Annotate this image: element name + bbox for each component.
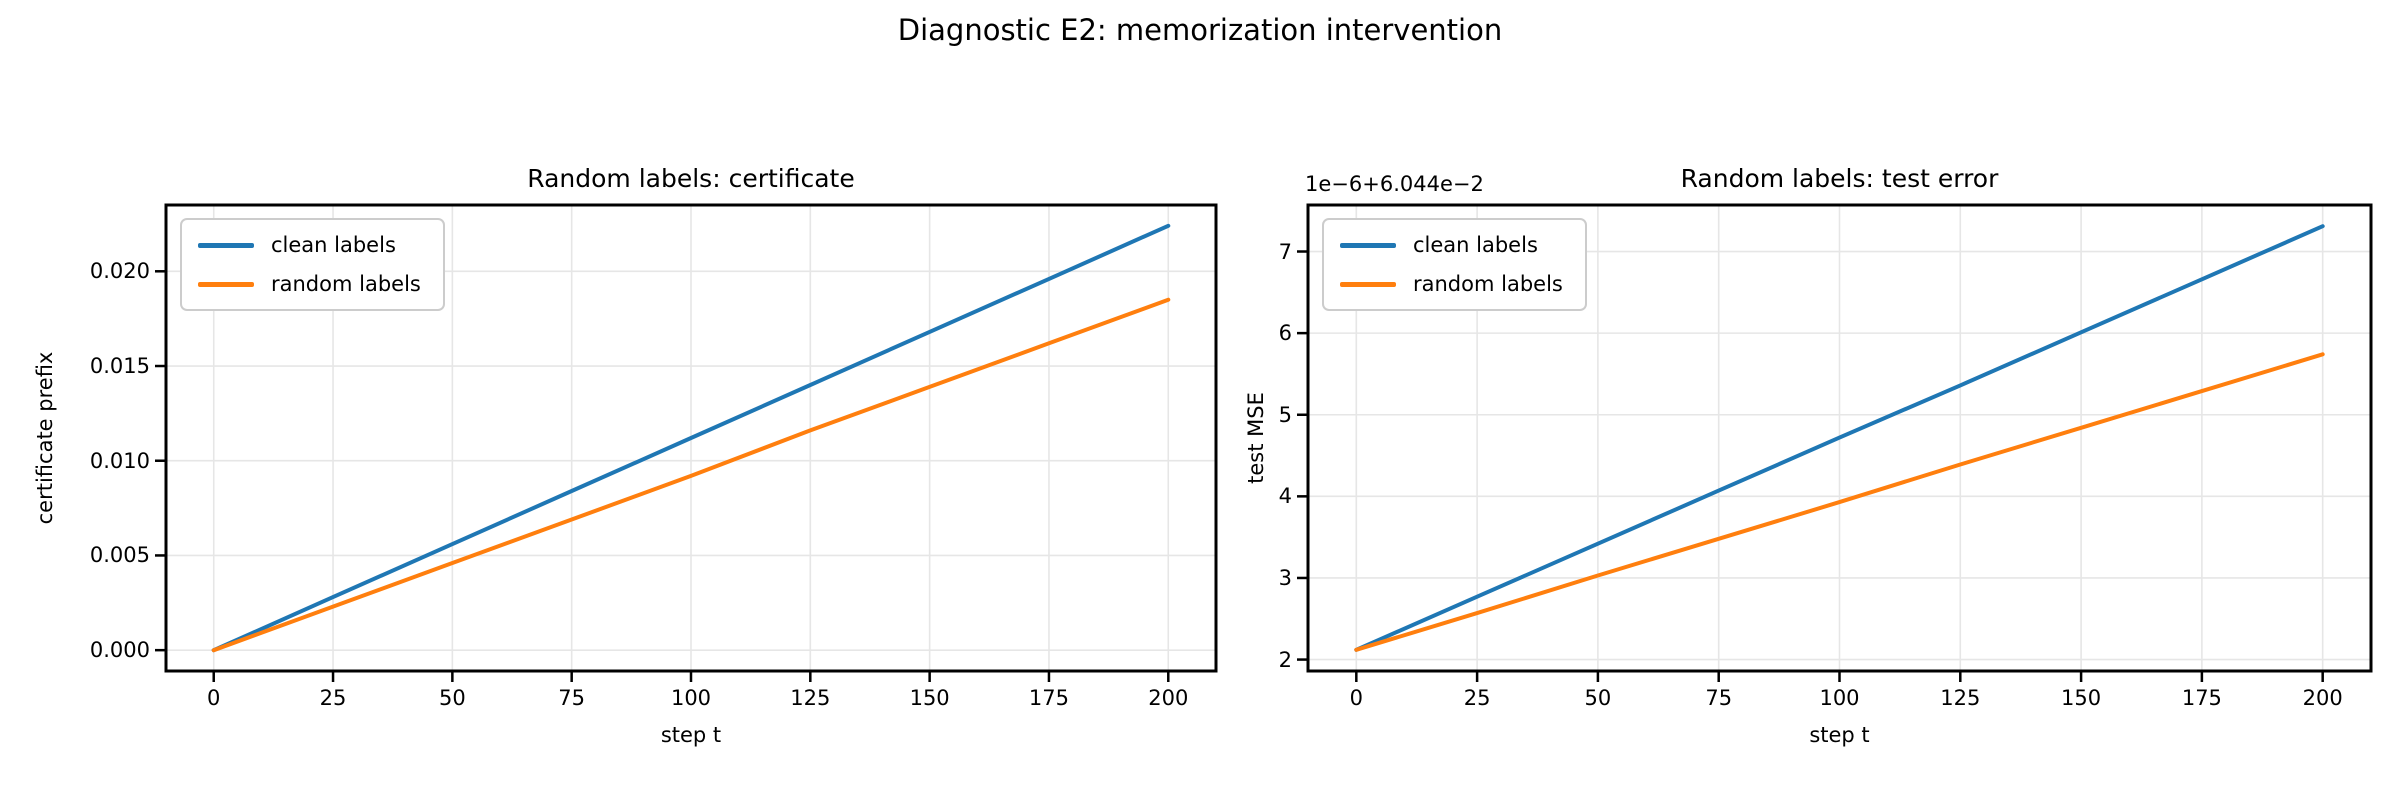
legend-label: clean labels xyxy=(271,233,396,257)
legend-label: clean labels xyxy=(1413,233,1538,257)
y-tick-label: 4 xyxy=(1278,484,1292,509)
legend-label: random labels xyxy=(271,272,421,296)
x-tick-label: 125 xyxy=(1940,686,1981,710)
axes-spine xyxy=(164,203,1218,673)
x-tick-label: 125 xyxy=(790,686,831,710)
legend-item: clean labels xyxy=(1340,232,1563,258)
legend: clean labels random labels xyxy=(180,218,445,311)
x-tick-label: 200 xyxy=(2302,686,2343,710)
x-axis-label: step t xyxy=(660,723,722,747)
y-tick-label: 0.000 xyxy=(89,638,150,663)
plot-canvas xyxy=(1297,203,2373,682)
legend-item: random labels xyxy=(198,271,421,297)
x-tick-label: 0 xyxy=(1349,686,1363,710)
legend-label: random labels xyxy=(1413,272,1563,296)
chart-test-error: Random labels: test error 1e−6+6.044e−2 … xyxy=(1244,164,2373,747)
x-tick-label: 150 xyxy=(2061,686,2102,710)
x-tick-label: 175 xyxy=(1028,686,1069,710)
y-tick-label: 5 xyxy=(1278,402,1292,427)
legend-item: random labels xyxy=(1340,271,1563,297)
legend-line-swatch xyxy=(198,242,254,248)
line-clean-labels xyxy=(211,223,1171,653)
x-tick-label: 50 xyxy=(1584,686,1612,710)
x-tick-label: 200 xyxy=(1148,686,1189,710)
x-tick-label: 150 xyxy=(909,686,950,710)
axes-spine xyxy=(1306,203,2373,673)
axes-title: Random labels: certificate xyxy=(527,164,855,193)
plot-canvas xyxy=(155,203,1218,682)
x-tick-label: 25 xyxy=(319,686,347,710)
y-tick-label: 2 xyxy=(1278,647,1292,672)
x-tick-label: 50 xyxy=(438,686,466,710)
line-random-labels xyxy=(211,297,1171,653)
y-tick-label: 0.005 xyxy=(89,543,150,568)
axes-title: Random labels: test error xyxy=(1680,164,1999,193)
y-tick-label: 7 xyxy=(1278,239,1292,264)
x-tick-label: 25 xyxy=(1463,686,1491,710)
y-tick-label: 0.020 xyxy=(89,259,150,284)
x-axis-label: step t xyxy=(1809,723,1870,747)
x-tick-label: 100 xyxy=(670,686,712,710)
legend: clean labels random labels xyxy=(1322,218,1587,311)
y-tick-label: 0.015 xyxy=(89,354,150,379)
plot-area: clean labels random labels 0 25 50 75 100 125 1… xyxy=(90,203,1218,710)
y-tick-label: 6 xyxy=(1278,321,1292,346)
legend-item: clean labels xyxy=(198,232,421,258)
line-clean-labels xyxy=(1354,224,2325,652)
legend-line-swatch xyxy=(198,281,254,287)
x-tick-label: 100 xyxy=(1819,686,1860,710)
x-tick-label: 75 xyxy=(1705,686,1733,710)
plot-area: clean labels random labels 0 25 50 75 100 125 1… xyxy=(1279,203,2373,710)
chart-certificate: Random labels: certificate certificate p… xyxy=(33,164,1218,747)
y-tick-label: 3 xyxy=(1278,565,1292,590)
legend-line-swatch xyxy=(1340,281,1396,287)
x-tick-label: 75 xyxy=(558,686,586,710)
y-axis-offset-text: 1e−6+6.044e−2 xyxy=(1305,172,1484,196)
figure-title: Diagnostic E2: memorization intervention xyxy=(897,13,1503,47)
y-tick-label: 0.010 xyxy=(89,448,150,473)
x-tick-label: 175 xyxy=(2181,686,2222,710)
line-random-labels xyxy=(1354,352,2325,652)
legend-line-swatch xyxy=(1340,242,1396,248)
x-tick-label: 0 xyxy=(207,686,221,710)
